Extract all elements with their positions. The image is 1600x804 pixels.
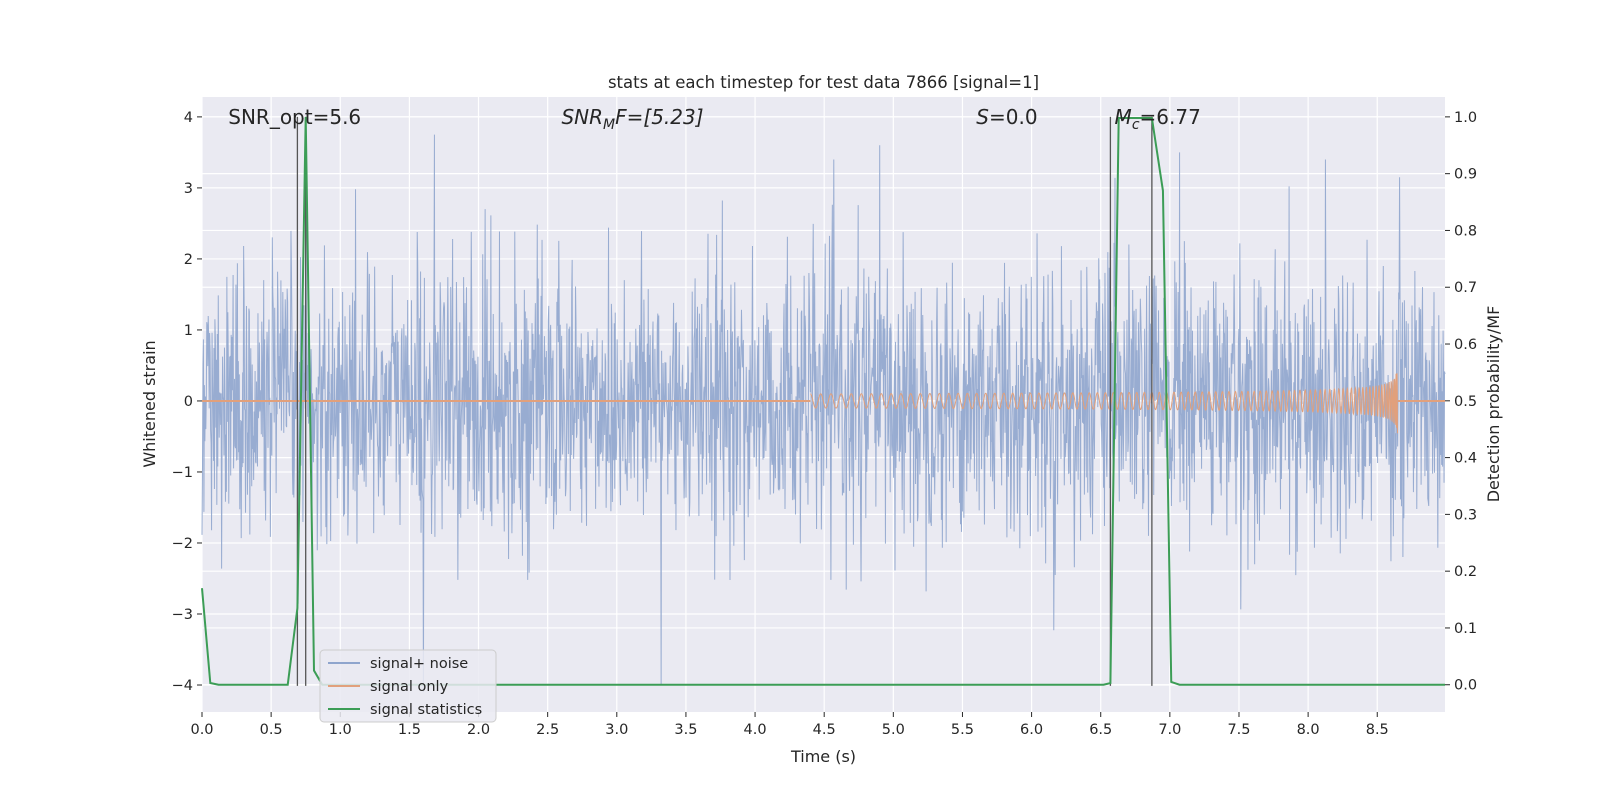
x-tick-label: 5.0 — [882, 722, 905, 738]
y-tick-label-right: 0.6 — [1454, 337, 1477, 353]
x-tick-label: 1.5 — [398, 722, 421, 738]
chirp-line — [810, 373, 1398, 434]
y-tick-label-right: 1.0 — [1454, 110, 1477, 126]
legend: signal+ noise signal only signal statist… — [319, 649, 497, 723]
y-tick-label-right: 0.1 — [1454, 621, 1477, 637]
y-tick-label-left: 0 — [184, 394, 193, 410]
x-tick-label: 8.5 — [1366, 722, 1389, 738]
y-tick-label-left: −2 — [172, 536, 193, 552]
x-tick-label: 3.0 — [605, 722, 628, 738]
x-tick-label: 8.0 — [1297, 722, 1320, 738]
x-tick-label: 7.5 — [1227, 722, 1250, 738]
x-tick-label: 1.0 — [329, 722, 352, 738]
x-tick-label: 6.0 — [1020, 722, 1043, 738]
y-tick-label-left: −1 — [172, 465, 193, 481]
legend-label-signal-only: signal only — [370, 679, 449, 695]
x-tick-label: 7.0 — [1158, 722, 1181, 738]
annotation-3: Mc=6.77 — [1115, 105, 1201, 133]
y-tick-label-left: −4 — [172, 678, 193, 694]
y-tick-label-right: 0.3 — [1454, 507, 1477, 523]
x-tick-label: 2.5 — [536, 722, 559, 738]
y-tick-label-right: 0.7 — [1454, 280, 1477, 296]
y-tick-label-right: 0.4 — [1454, 451, 1477, 467]
y-tick-label-left: 2 — [184, 252, 193, 268]
y-tick-label-left: −3 — [172, 607, 193, 623]
y-tick-label-right: 0.8 — [1454, 223, 1477, 239]
legend-box — [319, 649, 497, 723]
x-tick-label: 6.5 — [1089, 722, 1112, 738]
x-axis-label: Time (s) — [790, 747, 856, 766]
x-tick-label: 3.5 — [674, 722, 697, 738]
legend-label-signal-noise: signal+ noise — [370, 656, 468, 672]
chart-title: stats at each timestep for test data 786… — [608, 73, 1039, 92]
x-tick-label: 2.0 — [467, 722, 490, 738]
x-tick-label: 4.0 — [744, 722, 767, 738]
y-axis-label-left: Whitened strain — [140, 340, 159, 467]
x-tick-label: 4.5 — [813, 722, 836, 738]
x-tick-label: 0.5 — [260, 722, 283, 738]
annotations: SNR_opt=5.6 SNRMF=[5.23] S=0.0 Mc=6.77 — [228, 105, 1201, 133]
axis-ticks: 0.0 0.5 1.0 1.5 2.0 2.5 3.0 3.5 4.0 4.5 5.0 5.5 6.0 6… — [172, 110, 1477, 738]
y-tick-label-left: 4 — [184, 110, 193, 126]
annotation-0: SNR_opt=5.6 — [228, 105, 361, 129]
legend-label-signal-statistics: signal statistics — [370, 702, 482, 718]
series-signal-only — [202, 373, 1445, 434]
series-signal-noise — [201, 120, 1446, 693]
y-tick-label-left: 3 — [184, 181, 193, 197]
y-tick-label-right: 0.5 — [1454, 394, 1477, 410]
y-tick-label-left: 1 — [184, 323, 193, 339]
y-tick-label-right: 0.2 — [1454, 564, 1477, 580]
x-tick-label: 5.5 — [951, 722, 974, 738]
y-tick-label-right: 0.9 — [1454, 167, 1477, 183]
y-axis-label-right: Detection probability/MF — [1484, 306, 1503, 503]
statistics-line — [201, 116, 1445, 686]
annotation-1: SNRMF=[5.23] — [561, 105, 703, 133]
noise-line — [201, 120, 1446, 693]
annotation-2: S=0.0 — [976, 105, 1037, 129]
series-signal-statistics — [201, 116, 1445, 686]
y-tick-label-right: 0.0 — [1454, 678, 1477, 694]
x-tick-label: 0.0 — [190, 722, 213, 738]
